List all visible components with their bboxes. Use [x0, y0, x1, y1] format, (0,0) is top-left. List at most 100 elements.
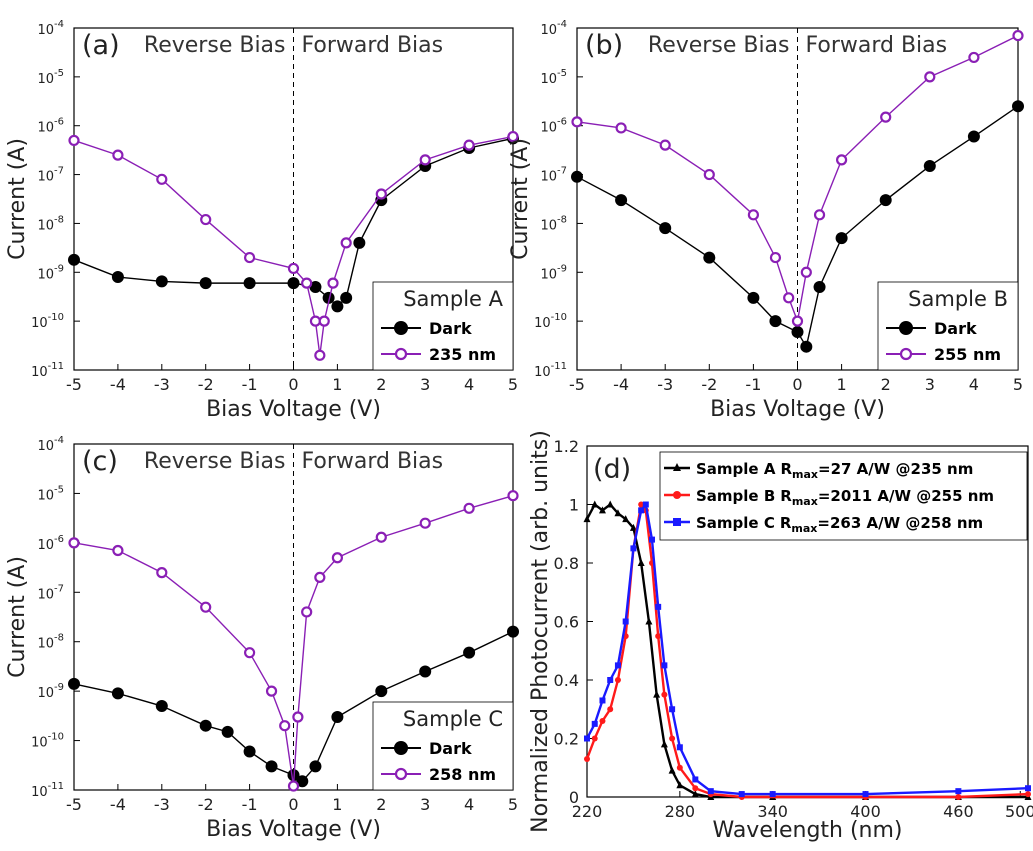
data-point-uv	[314, 349, 326, 361]
data-point-circle	[669, 735, 676, 742]
y-tick-label: 10-11	[31, 361, 64, 380]
x-tick-label: 500	[1005, 802, 1033, 821]
data-point-uv	[318, 315, 330, 327]
x-tick-label: 5	[508, 375, 518, 394]
data-point-dark	[68, 253, 80, 266]
y-tick-label: 10-6	[37, 117, 64, 136]
x-tick-label: 400	[850, 802, 881, 821]
y-tick-base: 10	[37, 587, 54, 602]
data-point-dark	[813, 280, 826, 293]
legend-entry-label: 235 nm	[429, 345, 496, 364]
data-point-square	[638, 507, 645, 514]
legend-r-symbol: R	[780, 460, 792, 478]
x-tick-label: 0	[288, 795, 298, 814]
y-tick-exponent: -5	[54, 68, 64, 79]
data-point-uv	[156, 173, 168, 185]
data-point-triangle	[629, 523, 637, 531]
data-point-circle	[584, 755, 590, 762]
y-tick-exponent: -5	[54, 484, 64, 495]
panel-label: (b)	[585, 30, 623, 61]
x-tick-label: 280	[665, 802, 696, 821]
y-tick-label: 10-8	[37, 214, 64, 233]
data-point-circle	[599, 717, 606, 724]
data-point-uv	[747, 209, 760, 221]
legend-r-subscript: max	[792, 495, 818, 508]
legend-r-subscript: max	[792, 468, 818, 481]
data-point-dark	[309, 760, 322, 773]
legend-marker-dark	[394, 321, 408, 335]
data-point-uv	[463, 502, 475, 514]
data-point-square	[1025, 785, 1031, 792]
y-tick-base: 10	[534, 316, 551, 331]
x-tick-label: 2	[376, 795, 386, 814]
data-point-uv	[292, 711, 304, 723]
data-point-uv	[244, 251, 256, 264]
data-point-dark	[463, 646, 476, 659]
x-tick-label: 3	[420, 795, 430, 814]
data-point-circle	[661, 691, 668, 698]
data-point-circle	[1025, 791, 1031, 798]
x-tick-label: -3	[154, 795, 170, 814]
data-point-uv	[200, 213, 212, 226]
legend-r-value: =263 A/W @258 nm	[817, 514, 983, 532]
y-tick-base: 10	[37, 218, 54, 233]
data-point-dark	[791, 325, 804, 338]
x-tick-label: 5	[508, 795, 518, 814]
data-point-dark	[835, 232, 848, 245]
data-point-uv	[331, 552, 343, 564]
data-point-dark	[287, 277, 300, 290]
data-point-triangle	[668, 766, 676, 774]
forward-bias-label: Forward Bias	[806, 33, 948, 58]
data-point-square	[599, 697, 606, 704]
y-axis-label: Normalized Photocurrent (arb. units)	[528, 430, 553, 833]
sample-label: Sample A	[403, 287, 503, 311]
legend-entry-label: Dark	[429, 739, 472, 758]
panel-label: (a)	[82, 30, 120, 61]
y-tick-label: 10-6	[540, 117, 567, 136]
data-point-square	[955, 788, 962, 795]
y-tick-base: 10	[31, 316, 48, 331]
x-tick-label: -5	[66, 375, 82, 394]
y-tick-label: 10-9	[37, 263, 64, 282]
y-tick-exponent: -10	[551, 312, 567, 323]
data-point-uv	[340, 237, 352, 249]
y-tick-base: 10	[540, 170, 557, 185]
data-point-square	[692, 776, 699, 783]
legend-r-value: =2011 A/W @255 nm	[818, 487, 994, 505]
x-tick-label: 2	[376, 375, 386, 394]
legend-marker-triangle	[673, 463, 681, 471]
y-tick-exponent: -4	[54, 19, 64, 30]
y-tick-base: 10	[540, 121, 557, 136]
data-point-uv	[1012, 29, 1024, 42]
x-tick-label: 3	[925, 375, 935, 394]
data-point-uv	[200, 601, 212, 613]
x-tick-label: -3	[154, 375, 170, 394]
spectrum-line	[585, 501, 1029, 796]
y-tick-label: 10-6	[37, 534, 64, 553]
data-point-dark	[155, 700, 168, 713]
y-tick-exponent: -8	[557, 214, 567, 225]
data-point-dark	[111, 271, 124, 284]
data-point-dark	[331, 300, 344, 313]
x-axis-label: Bias Voltage (V)	[206, 397, 381, 422]
x-tick-label: 460	[943, 802, 974, 821]
panel-label: (d)	[593, 454, 631, 485]
y-tick-base: 10	[37, 72, 54, 87]
x-tick-label: 0	[792, 375, 802, 394]
data-point-triangle	[598, 506, 606, 514]
data-point-dark	[322, 291, 335, 304]
legend-marker-uv	[394, 347, 408, 361]
data-point-uv	[244, 647, 256, 659]
legend-marker-dark	[899, 321, 913, 335]
y-tick-label: 10-7	[37, 166, 64, 185]
data-point-uv	[301, 606, 313, 618]
reverse-bias-label: Reverse Bias	[144, 33, 286, 58]
data-point-dark	[747, 291, 760, 304]
data-point-triangle	[622, 515, 630, 523]
y-tick-exponent: -11	[551, 361, 567, 372]
y-tick-label: 10-11	[534, 361, 567, 380]
y-tick-label: 10-5	[37, 68, 64, 87]
y-tick-label: 0.8	[554, 554, 579, 573]
y-tick-base: 10	[37, 267, 54, 282]
data-point-dark	[309, 280, 322, 293]
